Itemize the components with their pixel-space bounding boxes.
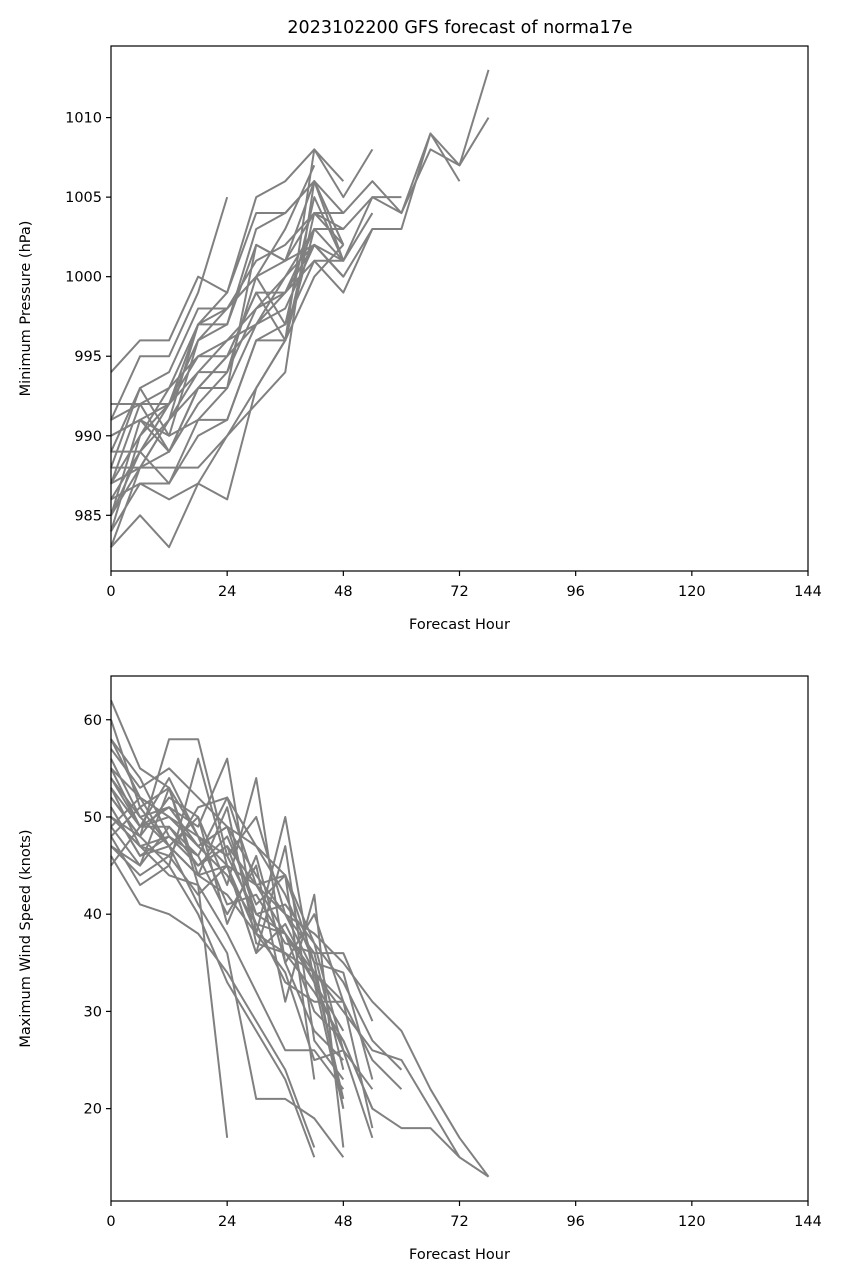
pressure-y-tick-label-4: 1005: [65, 190, 102, 206]
wind-series-line-25: [110, 806, 374, 1129]
wind-x-tick-label-1: 24: [218, 1214, 236, 1230]
pressure-x-tick-label-6: 144: [794, 584, 822, 600]
pressure-y-tick-label-2: 995: [74, 349, 102, 365]
wind-series-line-17: [110, 806, 344, 1003]
pressure-series-line-8: [111, 244, 345, 469]
pressure-y-tick-label-0: 985: [74, 508, 102, 524]
wind-series-line-13: [110, 719, 345, 1158]
wind-series-line-26: [110, 815, 374, 1090]
wind-series-line-20: [110, 777, 345, 1070]
wind-y-axis-label: Maximum Wind Speed (knots): [18, 829, 34, 1047]
wind-x-axis-label: Forecast Hour: [409, 1247, 510, 1263]
wind-series-line-5: [110, 738, 374, 1022]
wind-plot: 0 24 48 72 96 120 144 20 30 40 50 60 Forecast Hour Ma…: [18, 675, 822, 1263]
wind-series-line-12: [110, 787, 345, 1090]
wind-x-tick-label-4: 96: [566, 1214, 584, 1230]
wind-x-tick-label-5: 120: [678, 1214, 706, 1230]
wind-y-tick-label-0: 20: [84, 1102, 102, 1118]
wind-axes-frame: [110, 675, 809, 1202]
pressure-series-line-19: [110, 180, 345, 485]
pressure-series-line-3: [110, 148, 374, 373]
wind-series-line-24: [110, 777, 316, 1080]
pressure-y-tick-label-1: 990: [74, 429, 102, 445]
wind-y-tick-label-1: 30: [84, 1004, 102, 1020]
pressure-y-axis-label: Minimum Pressure (hPa): [18, 221, 34, 397]
wind-series-line-9: [110, 786, 229, 1138]
wind-x-tick-label-3: 72: [450, 1214, 468, 1230]
pressure-series-line-1: [110, 117, 490, 485]
wind-y-tick-label-3: 50: [84, 810, 102, 826]
pressure-x-tick-label-2: 48: [334, 584, 352, 600]
pressure-x-axis-label: Forecast Hour: [409, 617, 510, 633]
wind-y-tick-label-4: 60: [84, 713, 102, 729]
pressure-y-tick-label-3: 1000: [65, 270, 102, 286]
pressure-plot: 0 24 48 72 96 120 144 985 990 995 1000 1005 1010 Fore…: [18, 45, 822, 633]
wind-x-tick-label-2: 48: [334, 1214, 352, 1230]
pressure-series-line-18: [110, 212, 374, 548]
pressure-series-line-6: [110, 148, 345, 549]
pressure-series-line-21: [110, 212, 344, 532]
wind-series-line-10: [110, 855, 316, 1148]
wind-x-tick-label-6: 144: [794, 1214, 822, 1230]
pressure-y-tick-label-5: 1010: [65, 111, 102, 127]
figure-title: 2023102200 GFS forecast of norma17e: [287, 18, 632, 38]
pressure-x-tick-label-3: 72: [450, 584, 468, 600]
pressure-x-tick-label-1: 24: [218, 584, 236, 600]
pressure-x-tick-label-4: 96: [566, 584, 584, 600]
pressure-series-line-5: [110, 196, 229, 421]
pressure-series-line-20: [110, 164, 316, 516]
wind-series-line-23: [110, 816, 345, 1109]
pressure-x-tick-label-0: 0: [106, 584, 115, 600]
wind-series-line-11: [110, 835, 316, 1158]
wind-x-tick-label-0: 0: [106, 1214, 115, 1230]
wind-series-line-22: [110, 757, 345, 1081]
wind-y-tick-label-2: 40: [84, 907, 102, 923]
pressure-x-tick-label-5: 120: [678, 584, 706, 600]
